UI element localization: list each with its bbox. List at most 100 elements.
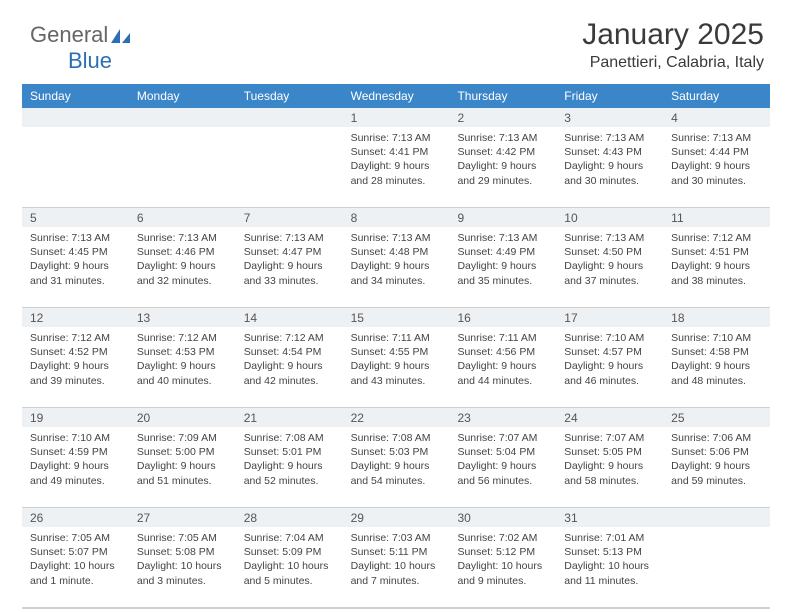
- daylight-text: Daylight: 9 hours and 37 minutes.: [564, 259, 657, 287]
- daylight-text: Daylight: 9 hours and 48 minutes.: [671, 359, 764, 387]
- day-cell: Sunrise: 7:07 AMSunset: 5:04 PMDaylight:…: [449, 427, 556, 507]
- day-cell: Sunrise: 7:13 AMSunset: 4:43 PMDaylight:…: [556, 127, 663, 207]
- sunrise-text: Sunrise: 7:11 AM: [351, 331, 444, 345]
- day-number: 22: [343, 408, 450, 427]
- sunset-text: Sunset: 5:03 PM: [351, 445, 444, 459]
- daylight-text: Daylight: 10 hours and 5 minutes.: [244, 559, 337, 587]
- daylight-text: Daylight: 9 hours and 38 minutes.: [671, 259, 764, 287]
- day-body-row: Sunrise: 7:13 AMSunset: 4:41 PMDaylight:…: [22, 127, 770, 207]
- day-cell: Sunrise: 7:13 AMSunset: 4:48 PMDaylight:…: [343, 227, 450, 307]
- day-cell: Sunrise: 7:13 AMSunset: 4:50 PMDaylight:…: [556, 227, 663, 307]
- day-number: 15: [343, 308, 450, 327]
- sunrise-text: Sunrise: 7:10 AM: [564, 331, 657, 345]
- sunset-text: Sunset: 4:51 PM: [671, 245, 764, 259]
- daylight-text: Daylight: 9 hours and 30 minutes.: [564, 159, 657, 187]
- daylight-text: Daylight: 9 hours and 35 minutes.: [457, 259, 550, 287]
- sunset-text: Sunset: 5:04 PM: [457, 445, 550, 459]
- week-block: 19202122232425Sunrise: 7:10 AMSunset: 4:…: [22, 408, 770, 508]
- sunrise-text: Sunrise: 7:10 AM: [30, 431, 123, 445]
- sunrise-text: Sunrise: 7:13 AM: [671, 131, 764, 145]
- daylight-text: Daylight: 9 hours and 54 minutes.: [351, 459, 444, 487]
- sunset-text: Sunset: 5:07 PM: [30, 545, 123, 559]
- daylight-text: Daylight: 9 hours and 56 minutes.: [457, 459, 550, 487]
- sunrise-text: Sunrise: 7:13 AM: [564, 131, 657, 145]
- day-number-row: 1234: [22, 108, 770, 127]
- day-number: 17: [556, 308, 663, 327]
- daylight-text: Daylight: 9 hours and 29 minutes.: [457, 159, 550, 187]
- page-title: January 2025: [582, 18, 764, 52]
- daylight-text: Daylight: 9 hours and 43 minutes.: [351, 359, 444, 387]
- sunset-text: Sunset: 5:09 PM: [244, 545, 337, 559]
- day-number-row: 567891011: [22, 208, 770, 227]
- day-number: 18: [663, 308, 770, 327]
- sunrise-text: Sunrise: 7:13 AM: [351, 131, 444, 145]
- day-cell: Sunrise: 7:03 AMSunset: 5:11 PMDaylight:…: [343, 527, 450, 607]
- sunrise-text: Sunrise: 7:10 AM: [671, 331, 764, 345]
- day-number: 26: [22, 508, 129, 527]
- day-cell: Sunrise: 7:13 AMSunset: 4:49 PMDaylight:…: [449, 227, 556, 307]
- sunrise-text: Sunrise: 7:13 AM: [457, 231, 550, 245]
- sunset-text: Sunset: 4:49 PM: [457, 245, 550, 259]
- day-number: 24: [556, 408, 663, 427]
- week-block: 1234Sunrise: 7:13 AMSunset: 4:41 PMDayli…: [22, 108, 770, 208]
- day-number: 2: [449, 108, 556, 127]
- day-number: 21: [236, 408, 343, 427]
- day-body-row: Sunrise: 7:12 AM Sunset: 4:52 PM Daylight:…: [22, 327, 770, 407]
- sunset-text: Sunset: 4:47 PM: [244, 245, 337, 259]
- day-cell: Sunrise: 7:13 AMSunset: 4:41 PMDaylight:…: [343, 127, 450, 207]
- sunrise-text: Sunrise: 7:08 AM: [351, 431, 444, 445]
- day-cell: Sunrise: 7:13 AMSunset: 4:42 PMDaylight:…: [449, 127, 556, 207]
- sunrise-text: Sunrise: 7:13 AM: [457, 131, 550, 145]
- sunset-text: Sunset: 5:08 PM: [137, 545, 230, 559]
- daylight-text: Daylight: 10 hours and 7 minutes.: [351, 559, 444, 587]
- day-cell: Sunrise: 7:13 AMSunset: 4:46 PMDaylight:…: [129, 227, 236, 307]
- sunrise-text: Sunrise: 7:12 AM: [244, 331, 337, 345]
- sunset-text: Sunset: 4:53 PM: [137, 345, 230, 359]
- week-block: 12131415161718Sunrise: 7:12 AMSunset: 4:…: [22, 308, 770, 408]
- daylight-text: Daylight: 9 hours and 58 minutes.: [564, 459, 657, 487]
- logo-sail-icon: [110, 28, 132, 44]
- title-block: January 2025 Panettieri, Calabria, Italy: [582, 18, 764, 72]
- sunrise-text: Sunrise: 7:01 AM: [564, 531, 657, 545]
- daylight-text: Daylight: 9 hours and 59 minutes.: [671, 459, 764, 487]
- daylight-text: Daylight: 9 hours and 28 minutes.: [351, 159, 444, 187]
- day-number: 25: [663, 408, 770, 427]
- day-cell: [663, 527, 770, 607]
- day-number: 29: [343, 508, 450, 527]
- day-cell: Sunrise: 7:13 AMSunset: 4:44 PMDaylight:…: [663, 127, 770, 207]
- daylight-text: Daylight: 9 hours and 46 minutes.: [564, 359, 657, 387]
- logo: General Blue: [30, 22, 132, 74]
- day-cell: Sunrise: 7:07 AMSunset: 5:05 PMDaylight:…: [556, 427, 663, 507]
- location-subtitle: Panettieri, Calabria, Italy: [582, 54, 764, 72]
- day-number: 10: [556, 208, 663, 227]
- sunset-text: Sunset: 5:12 PM: [457, 545, 550, 559]
- weekday-header: Monday: [129, 84, 236, 108]
- sunset-text: Sunset: 4:45 PM: [30, 245, 123, 259]
- day-number: 12: [22, 308, 129, 327]
- sunrise-text: Sunrise: 7:05 AM: [30, 531, 123, 545]
- day-number-row: 12131415161718: [22, 308, 770, 327]
- daylight-text: Daylight: 9 hours and 30 minutes.: [671, 159, 764, 187]
- daylight-text: Daylight: 9 hours and 44 minutes.: [457, 359, 550, 387]
- day-cell: Sunrise: 7:10 AMSunset: 4:58 PMDaylight:…: [663, 327, 770, 407]
- sunset-text: Sunset: 5:13 PM: [564, 545, 657, 559]
- weekday-header: Tuesday: [236, 84, 343, 108]
- day-cell: Sunrise: 7:12 AMSunset: 4:53 PMDaylight:…: [129, 327, 236, 407]
- day-cell: Sunrise: 7:05 AMSunset: 5:07 PMDaylight:…: [22, 527, 129, 607]
- day-cell: Sunrise: 7:02 AMSunset: 5:12 PMDaylight:…: [449, 527, 556, 607]
- day-number: 13: [129, 308, 236, 327]
- day-number: 16: [449, 308, 556, 327]
- day-number: 28: [236, 508, 343, 527]
- day-cell: Sunrise: 7:11 AMSunset: 4:56 PMDaylight:…: [449, 327, 556, 407]
- day-number: 4: [663, 108, 770, 127]
- day-cell: Sunrise: 7:13 AMSunset: 4:47 PMDaylight:…: [236, 227, 343, 307]
- sunset-text: Sunset: 5:00 PM: [137, 445, 230, 459]
- sunset-text: Sunset: 4:52 PM: [30, 345, 123, 359]
- sunset-text: Sunset: 5:01 PM: [244, 445, 337, 459]
- day-number: 14: [236, 308, 343, 327]
- day-body-row: Sunrise: 7:13 AM Sunset: 4:45 PM Daylight:…: [22, 227, 770, 307]
- sunrise-text: Sunrise: 7:07 AM: [457, 431, 550, 445]
- sunset-text: Sunset: 4:50 PM: [564, 245, 657, 259]
- week-block: 262728293031Sunrise: 7:05 AMSunset: 5:07…: [22, 508, 770, 609]
- day-cell: [22, 127, 129, 207]
